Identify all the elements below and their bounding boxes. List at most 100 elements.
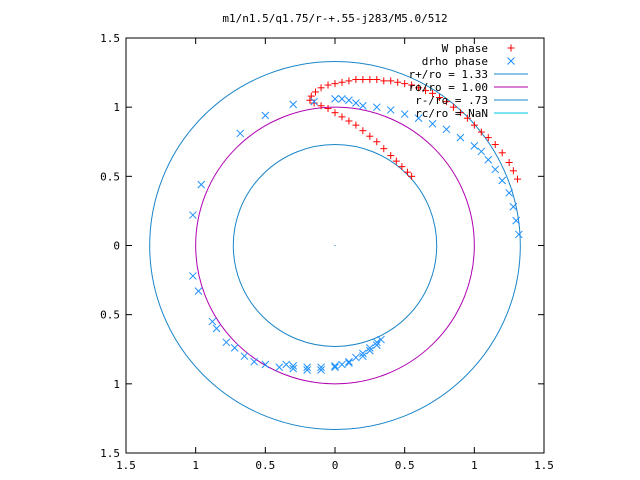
w-phase-point bbox=[331, 109, 339, 117]
w-phase-point bbox=[373, 76, 381, 83]
w-phase-point bbox=[324, 105, 332, 113]
x-tick-label: 1.5 bbox=[534, 459, 554, 472]
data-series bbox=[189, 76, 523, 374]
w-phase-point bbox=[380, 145, 388, 153]
drho-phase-point bbox=[303, 366, 311, 374]
drho-phase-point bbox=[230, 344, 239, 352]
w-phase-point bbox=[392, 157, 400, 165]
drho-phase-point bbox=[377, 335, 385, 344]
drho-phase-point bbox=[345, 357, 353, 366]
y-tick-label: 1 bbox=[113, 378, 120, 391]
drho-phase-point bbox=[477, 147, 486, 156]
drho-phase-point bbox=[345, 96, 353, 105]
w-phase-point bbox=[463, 114, 471, 122]
x-tick-label: 0.5 bbox=[255, 459, 275, 472]
x-tick-label: 0 bbox=[332, 459, 339, 472]
w-phase-point bbox=[338, 78, 346, 86]
x-tick-label: 1.5 bbox=[116, 459, 136, 472]
y-tick-label: 0.5 bbox=[100, 309, 120, 322]
w-phase-point bbox=[422, 87, 430, 95]
drho-phase-point bbox=[289, 364, 298, 373]
legend-marker-sample bbox=[507, 57, 515, 65]
drho-phase-point bbox=[331, 361, 339, 370]
y-tick-label: 1.5 bbox=[100, 32, 120, 45]
drho-phase-point bbox=[338, 360, 346, 369]
drho-phase-point bbox=[194, 287, 203, 296]
w-phase-point bbox=[442, 98, 450, 106]
x-tick-label: 1 bbox=[471, 459, 478, 472]
drho-phase-point bbox=[208, 317, 217, 326]
drho-phase-point bbox=[509, 202, 518, 211]
w-phase-point bbox=[415, 84, 423, 92]
drho-phase-point bbox=[484, 155, 493, 164]
legend-label: rc/ro = NaN bbox=[415, 107, 488, 120]
w-phase-point bbox=[491, 141, 499, 149]
drho-phase-point bbox=[345, 359, 353, 367]
drho-phase-point bbox=[261, 360, 270, 369]
w-phase-point bbox=[470, 121, 478, 129]
w-phase-point bbox=[456, 109, 464, 117]
drho-phase-point bbox=[498, 176, 507, 185]
y-tick-label: 0.5 bbox=[100, 170, 120, 183]
w-phase-point bbox=[380, 77, 388, 85]
drho-phase-point bbox=[331, 95, 339, 103]
drho-phase-point bbox=[250, 357, 259, 366]
drho-phase-point bbox=[236, 129, 245, 138]
drho-phase-point bbox=[189, 211, 197, 219]
w-phase-point bbox=[373, 138, 381, 146]
drho-phase-point bbox=[428, 119, 437, 128]
w-phase-point bbox=[398, 163, 406, 171]
drho-phase-point bbox=[515, 230, 523, 239]
w-phase-point bbox=[509, 167, 517, 175]
chart-title: m1/n1.5/q1.75/r-+.55-j283/M5.0/512 bbox=[222, 12, 447, 25]
drho-phase-point bbox=[222, 338, 231, 347]
drho-phase-point bbox=[331, 363, 339, 372]
w-phase-point bbox=[505, 159, 513, 166]
legend-label: ro/ro = 1.00 bbox=[409, 81, 488, 94]
legend-label: r-/ro = .73 bbox=[415, 94, 488, 107]
w-phase-point bbox=[449, 103, 457, 111]
w-phase-point bbox=[387, 77, 395, 85]
drho-phase-point bbox=[359, 349, 367, 358]
drho-phase-point bbox=[212, 324, 221, 333]
drho-phase-point bbox=[386, 106, 395, 114]
w-phase-point bbox=[477, 128, 485, 136]
reference-circle bbox=[149, 61, 521, 430]
w-phase-point bbox=[338, 113, 346, 121]
drho-phase-point bbox=[352, 99, 360, 107]
drho-phase-point bbox=[365, 344, 374, 352]
drho-phase-point bbox=[414, 114, 423, 123]
x-tick-label: 1 bbox=[192, 459, 199, 472]
drho-phase-point bbox=[310, 97, 318, 106]
w-phase-point bbox=[366, 132, 374, 140]
drho-phase-point bbox=[505, 189, 514, 197]
w-phase-point bbox=[394, 78, 402, 86]
w-phase-point bbox=[408, 81, 416, 89]
w-phase-point bbox=[484, 134, 492, 142]
drho-phase-point bbox=[372, 338, 381, 347]
drho-phase-point bbox=[289, 361, 298, 370]
drho-phase-point bbox=[275, 363, 284, 372]
drho-phase-point bbox=[189, 272, 197, 280]
drho-phase-point bbox=[282, 360, 291, 369]
drho-phase-point bbox=[372, 103, 381, 112]
drho-phase-point bbox=[303, 363, 311, 372]
legend-label: r+/ro = 1.33 bbox=[409, 68, 488, 81]
y-tick-label: 0 bbox=[113, 240, 120, 253]
axes: 1.5 1 0.5 0 0.5 1 1.51.510.500.511.5 bbox=[100, 32, 554, 472]
drho-phase-point bbox=[491, 165, 500, 174]
drho-phase-point bbox=[470, 142, 479, 150]
w-phase-point bbox=[403, 168, 411, 176]
w-phase-point bbox=[498, 149, 506, 157]
w-phase-point bbox=[352, 121, 360, 129]
w-phase-point bbox=[324, 81, 332, 89]
drho-phase-point bbox=[512, 216, 520, 225]
reference-circles bbox=[149, 61, 521, 430]
drho-phase-point bbox=[197, 180, 206, 189]
w-phase-point bbox=[436, 93, 443, 101]
w-phase-point bbox=[366, 76, 374, 83]
y-tick-label: 1.5 bbox=[100, 447, 120, 460]
drho-phase-point bbox=[442, 125, 451, 134]
w-phase-point bbox=[359, 127, 367, 135]
